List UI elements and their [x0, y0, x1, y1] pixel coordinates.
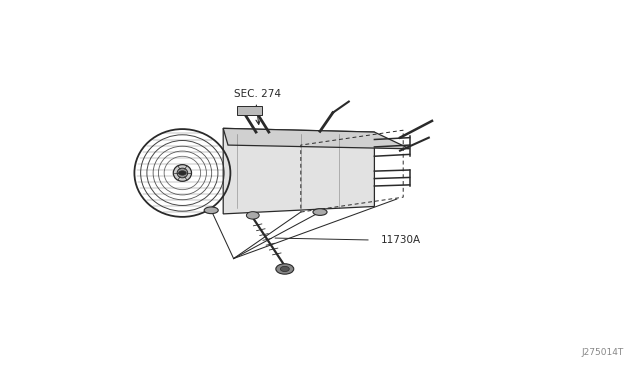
Polygon shape — [223, 128, 410, 149]
Ellipse shape — [177, 168, 188, 178]
Circle shape — [179, 171, 186, 175]
Circle shape — [276, 264, 294, 274]
Circle shape — [246, 212, 259, 219]
Ellipse shape — [173, 165, 191, 181]
Text: 11730A: 11730A — [381, 235, 421, 245]
Polygon shape — [223, 128, 374, 214]
Circle shape — [280, 266, 289, 272]
Text: J275014T: J275014T — [582, 348, 624, 357]
FancyBboxPatch shape — [237, 106, 262, 115]
Ellipse shape — [204, 207, 218, 214]
Text: SEC. 274: SEC. 274 — [234, 89, 280, 99]
Ellipse shape — [313, 209, 327, 215]
